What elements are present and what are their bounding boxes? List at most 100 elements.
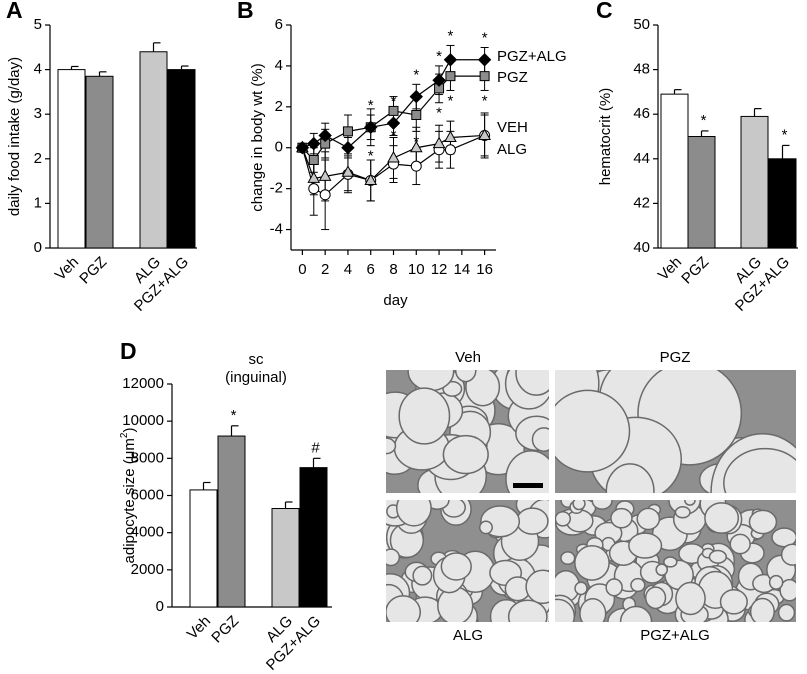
micrograph-panel xyxy=(555,370,796,493)
y-axis-label: adipocyte size (μm2) xyxy=(119,428,138,564)
bar xyxy=(189,489,218,608)
x-tick-label: 6 xyxy=(367,261,375,278)
adipocyte xyxy=(386,437,397,455)
significance-mark: * xyxy=(413,66,419,83)
y-tick-label: 40 xyxy=(633,239,650,256)
adipocyte xyxy=(560,551,576,565)
scale-bar xyxy=(513,483,543,488)
adipocyte xyxy=(719,588,748,615)
marker xyxy=(388,105,399,116)
adipocyte xyxy=(630,577,646,593)
adipocyte xyxy=(579,597,607,622)
adipocyte xyxy=(768,574,784,590)
y-axis-label: daily food intake (g/day) xyxy=(6,57,23,216)
panel-label: D xyxy=(120,338,137,364)
significance-mark: * xyxy=(482,29,488,46)
adipocyte xyxy=(407,370,455,392)
x-tick-label: 0 xyxy=(298,261,306,278)
adipocyte xyxy=(777,603,796,622)
y-tick-label: 42 xyxy=(633,194,650,211)
bar xyxy=(768,158,797,249)
x-tick-label: 4 xyxy=(344,261,352,278)
bar xyxy=(57,69,86,249)
adipocyte xyxy=(655,563,669,577)
significance-mark: * xyxy=(448,27,454,44)
marker xyxy=(443,53,458,67)
significance-mark: * xyxy=(391,127,397,144)
adipocyte xyxy=(465,370,501,407)
significance-mark: * xyxy=(782,126,788,143)
y-tick-label: 0 xyxy=(275,139,283,156)
x-tick-label: 8 xyxy=(389,261,397,278)
adipocyte xyxy=(729,533,751,555)
micrograph-panel xyxy=(386,500,549,622)
y-tick-label: 4000 xyxy=(131,524,164,541)
y-axis-label-part: adipocyte size (μm xyxy=(121,438,138,563)
adipocyte xyxy=(454,370,477,383)
significance-mark: * xyxy=(448,92,454,109)
marker xyxy=(409,89,423,104)
adipocyte xyxy=(663,556,678,568)
y-axis-label-part: 2 xyxy=(119,432,130,438)
marker xyxy=(387,150,400,163)
bar xyxy=(139,51,168,249)
adipocyte xyxy=(572,500,586,511)
bar xyxy=(217,435,246,608)
marker xyxy=(477,53,492,67)
marker xyxy=(444,130,457,142)
adipocyte xyxy=(605,578,623,597)
series-line xyxy=(302,59,485,149)
adipocyte xyxy=(674,506,691,519)
adipocyte xyxy=(644,586,667,610)
y-tick-label: 44 xyxy=(633,150,650,167)
significance-mark: * xyxy=(368,97,374,114)
significance-mark: * xyxy=(436,105,442,122)
marker xyxy=(444,144,456,156)
adipocyte xyxy=(771,527,796,548)
adipocyte xyxy=(723,447,796,493)
adipocyte xyxy=(636,507,661,531)
bar xyxy=(660,93,689,249)
micrograph-panel xyxy=(386,370,549,493)
adipocyte xyxy=(531,427,549,452)
significance-mark: * xyxy=(231,407,237,424)
y-axis-label: change in body wt (%) xyxy=(249,63,266,211)
y-tick-label: 8000 xyxy=(131,449,164,466)
adipocyte xyxy=(675,581,706,616)
x-tick-label: PGZ xyxy=(208,613,242,647)
marker xyxy=(411,110,422,120)
tissue xyxy=(555,500,796,622)
adipocyte xyxy=(386,595,421,622)
y-tick-label: 1 xyxy=(34,194,42,211)
adipocyte xyxy=(515,370,549,396)
y-tick-label: 3 xyxy=(34,105,42,122)
marker xyxy=(410,160,422,172)
micrograph-label: PGZ xyxy=(660,349,691,366)
significance-mark: * xyxy=(368,148,374,165)
significance-mark: # xyxy=(311,439,320,456)
x-tick-label: 14 xyxy=(453,261,470,278)
series-label: PGZ xyxy=(497,69,528,86)
x-tick-label: Veh xyxy=(52,254,82,284)
bar xyxy=(740,115,769,249)
y-tick-label: 5 xyxy=(34,16,42,33)
y-tick-label: 46 xyxy=(633,105,650,122)
adipocyte xyxy=(395,500,432,527)
adipocyte xyxy=(610,507,633,529)
adipocyte xyxy=(605,463,655,493)
significance-mark: * xyxy=(413,133,419,150)
adipocyte xyxy=(708,549,727,564)
adipocyte xyxy=(555,510,572,527)
series-label: ALG xyxy=(497,141,527,158)
marker xyxy=(432,73,446,87)
adipocyte xyxy=(574,545,610,581)
marker xyxy=(445,71,456,82)
y-tick-label: 6000 xyxy=(131,486,164,503)
adipocyte xyxy=(386,548,401,567)
marker xyxy=(319,189,331,201)
y-tick-label: 10000 xyxy=(122,412,164,429)
bar xyxy=(167,69,196,249)
panel-label: A xyxy=(6,0,23,23)
adipocyte xyxy=(749,597,775,622)
